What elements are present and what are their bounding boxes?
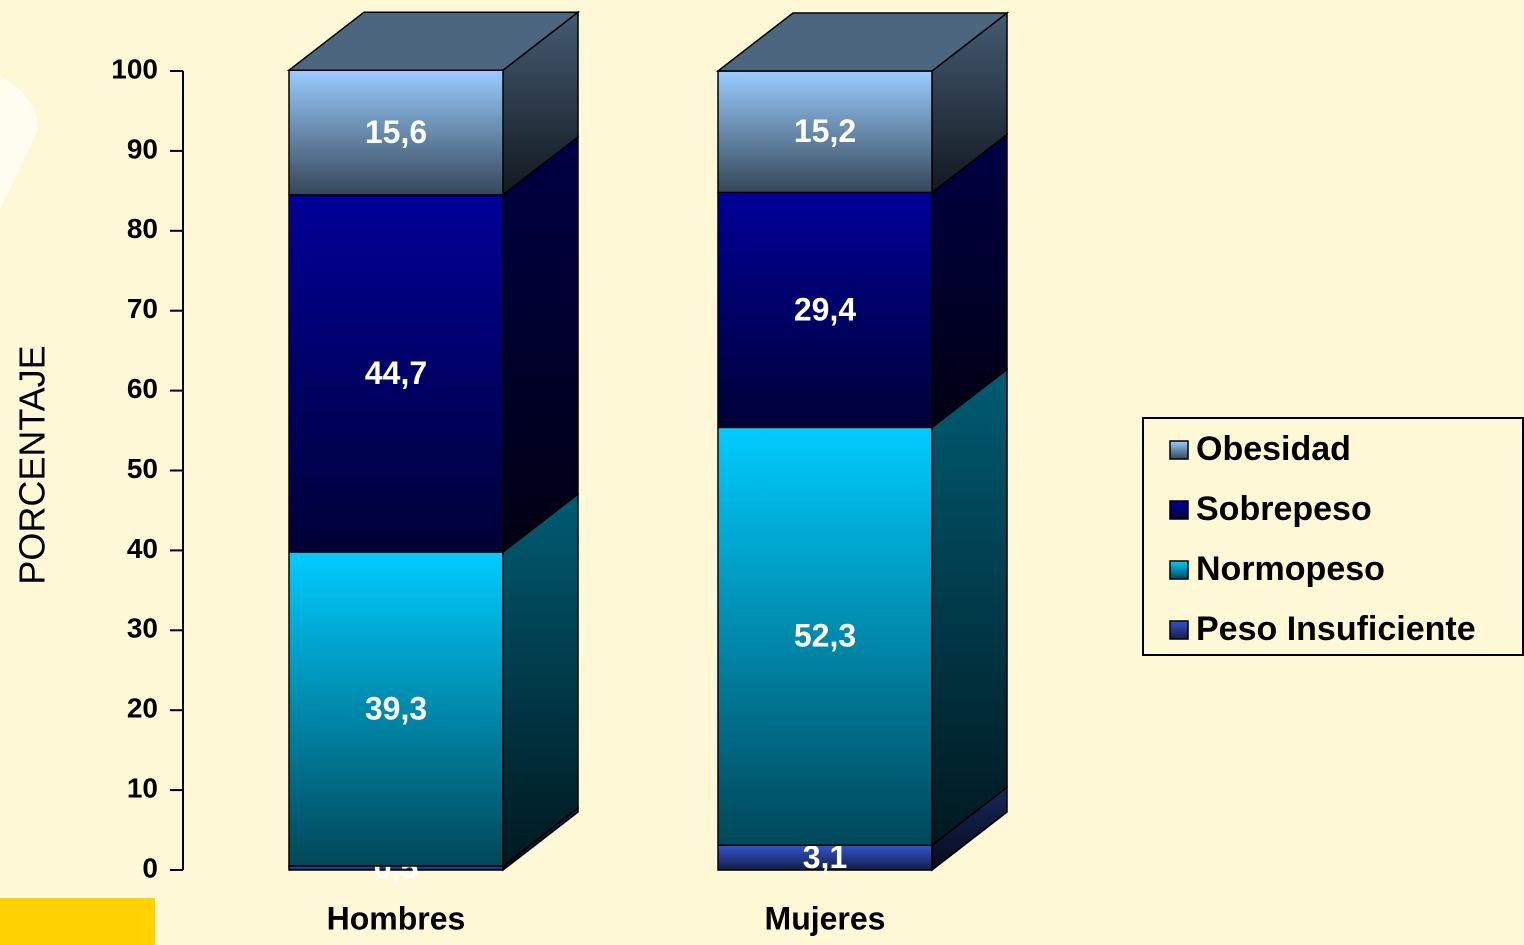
y-tick-label: 30 — [127, 613, 158, 644]
bar — [288, 194, 504, 553]
y-tick-label: 20 — [127, 693, 158, 724]
bar-side — [931, 367, 1008, 847]
bar — [717, 191, 933, 429]
y-axis-title: PORCENTAJE — [12, 345, 53, 584]
value-label: 29,4 — [794, 291, 856, 327]
legend — [1142, 417, 1524, 656]
value-label: 44,7 — [365, 355, 427, 391]
bar — [717, 844, 933, 871]
bar-side — [502, 492, 579, 868]
bar — [288, 551, 504, 867]
value-label: 15,2 — [794, 113, 856, 149]
value-label: 52,3 — [794, 618, 856, 654]
legend-swatch — [1169, 560, 1189, 580]
legend-swatch — [1169, 500, 1189, 520]
legend-swatch — [1169, 440, 1189, 460]
legend-label: Obesidad — [1196, 430, 1351, 468]
y-tick-label: 80 — [127, 213, 158, 244]
decoration — [0, 898, 155, 945]
x-tick-label: Hombres — [327, 900, 466, 936]
value-label: 39,3 — [365, 690, 427, 726]
bar — [717, 426, 933, 846]
y-tick-label: 100 — [111, 53, 158, 84]
bar-side — [502, 135, 579, 554]
value-label: 15,6 — [365, 114, 427, 150]
y-tick-label: 60 — [127, 373, 158, 404]
bar — [717, 70, 933, 194]
legend-label: Normopeso — [1196, 550, 1385, 588]
y-tick-label: 40 — [127, 533, 158, 564]
bar — [288, 69, 504, 196]
y-tick-label: 10 — [127, 772, 158, 803]
legend-label: Peso Insuficiente — [1196, 610, 1476, 648]
y-tick-label: 50 — [127, 453, 158, 484]
legend-swatch — [1169, 620, 1189, 640]
y-tick-label: 0 — [142, 852, 158, 883]
legend-label: Sobrepeso — [1196, 490, 1372, 528]
bar-top — [286, 11, 581, 71]
bar-top — [715, 12, 1010, 72]
x-tick-label: Mujeres — [765, 900, 886, 936]
y-tick-label: 90 — [127, 133, 158, 164]
y-tick-label: 70 — [127, 293, 158, 324]
decoration — [0, 75, 39, 210]
